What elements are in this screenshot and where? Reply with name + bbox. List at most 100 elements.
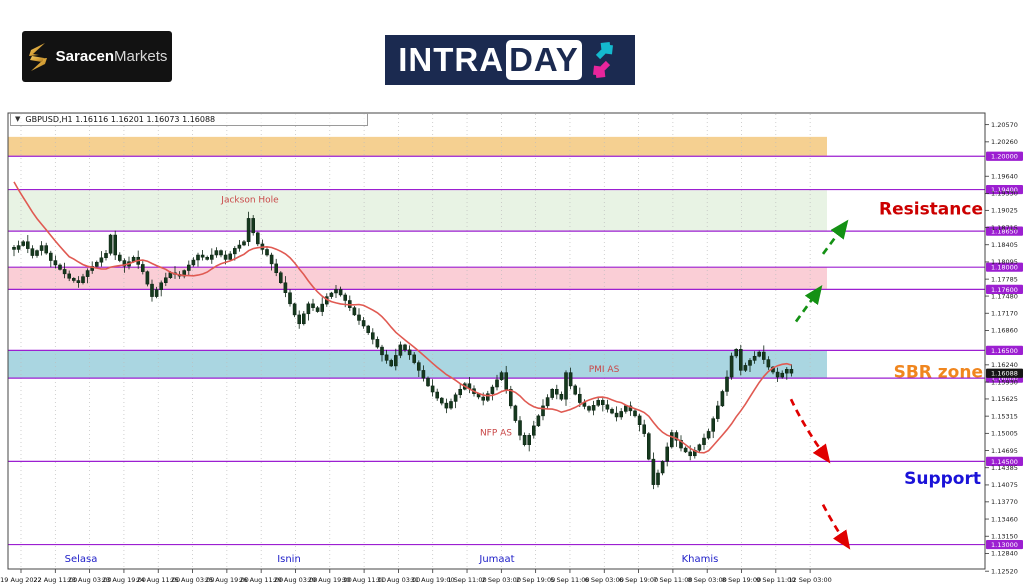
candle-body (435, 391, 439, 399)
candle-body (720, 391, 725, 407)
candle-body (518, 420, 522, 436)
candle-body (752, 355, 757, 361)
y-axis-label: 1.17480 (991, 292, 1018, 300)
candle-body (426, 377, 430, 387)
candle-body (338, 289, 343, 296)
x-axis-label: 25 Aug 19:00 (205, 576, 249, 584)
candle-body (743, 365, 748, 371)
candle-body (757, 351, 762, 357)
y-axis-label: 1.15930 (991, 378, 1018, 386)
candle-body (647, 433, 651, 460)
intraday-logo: INTRA DAY (385, 35, 635, 85)
x-axis-label: 6 Sep 03:00 (585, 576, 624, 584)
candle-body (578, 393, 582, 403)
candle-body (108, 234, 113, 254)
candle-body (145, 271, 150, 285)
x-axis-label: 31 Aug 03:00 (376, 576, 420, 584)
candle-body (711, 418, 716, 432)
candle-body (269, 254, 274, 265)
candle-body (274, 263, 278, 274)
candle-body (490, 386, 495, 394)
candle-body (76, 280, 81, 283)
candle-body (164, 277, 168, 283)
x-axis-label: 5 Sep 11:00 (550, 576, 589, 584)
candle-body (81, 276, 85, 283)
candle-body (527, 435, 532, 445)
y-axis-label: 1.13460 (991, 515, 1018, 523)
x-axis-label: 7 Sep 11:00 (653, 576, 692, 584)
candle-body (306, 303, 311, 315)
candle-body (706, 431, 711, 439)
symbol-dropdown-icon[interactable]: ▼ (15, 115, 21, 123)
candle-body (665, 446, 670, 462)
candle-body (200, 254, 205, 258)
candle-body (12, 246, 16, 250)
candle-body (610, 408, 614, 414)
candle-body (421, 370, 426, 379)
candle-body (697, 444, 702, 451)
candle-body (279, 272, 283, 283)
price-level-chip (986, 539, 1023, 550)
candle-body (168, 272, 173, 278)
candle-body (734, 349, 739, 357)
price-level-chip-label: 1.20000 (991, 153, 1018, 161)
x-axis-label: 26 Aug 11:00 (239, 576, 283, 584)
candle-body (394, 355, 398, 367)
candles-layer (12, 211, 794, 490)
saracen-word-bold: Saracen (55, 48, 115, 65)
y-axis-label: 1.12520 (991, 567, 1018, 575)
x-axis-label: 6 Sep 19:00 (619, 576, 658, 584)
candle-body (739, 349, 743, 371)
sbr-zone-label: SBR zone (894, 362, 983, 382)
candle-body (191, 259, 196, 266)
candle-body (775, 371, 780, 378)
price-level-chip-label: 1.18000 (991, 264, 1018, 272)
candle-body (729, 355, 734, 378)
candle-body (90, 266, 95, 271)
candle-body (39, 245, 44, 251)
y-axis-label: 1.14695 (991, 447, 1018, 455)
y-axis-label: 1.13770 (991, 498, 1018, 506)
y-axis-label: 1.12840 (991, 550, 1018, 558)
resistance-label: Resistance (879, 199, 983, 219)
y-axis-label: 1.13150 (991, 533, 1018, 541)
candle-body (637, 415, 642, 425)
candle-body (49, 252, 53, 261)
candle-body (288, 292, 292, 305)
y-axis-label: 1.20570 (991, 121, 1018, 129)
candle-body (371, 332, 375, 340)
candle-body (449, 401, 453, 409)
candle-body (499, 372, 504, 381)
candle-body (601, 400, 605, 406)
candle-body (283, 282, 288, 293)
candle-body (320, 303, 324, 312)
jackson-hole-label: Jackson Hole (220, 196, 279, 206)
candle-body (113, 234, 118, 256)
candle-body (555, 388, 559, 395)
candle-body (242, 241, 246, 246)
price-level-chip-label: 1.17600 (991, 286, 1018, 294)
candle-body (99, 257, 104, 263)
candle-body (85, 270, 90, 277)
candle-body (352, 307, 357, 316)
candle-body (453, 394, 458, 402)
candle-body (389, 360, 393, 367)
candle-body (702, 437, 706, 445)
day-label-isnin: Isnin (277, 554, 301, 565)
saracen-logo: SaracenMarkets (22, 31, 172, 82)
candle-body (334, 289, 338, 294)
candle-body (591, 405, 596, 411)
candle-body (357, 314, 361, 321)
candle-body (329, 292, 334, 297)
candle-body (228, 253, 232, 260)
candle-body (141, 264, 145, 272)
candle-body (251, 218, 255, 234)
candle-body (233, 248, 237, 255)
x-axis-label: 23 Aug 03:00 (68, 576, 112, 584)
candle-body (789, 369, 794, 374)
candle-body (237, 244, 242, 249)
candle-body (30, 248, 35, 256)
x-axis-label: 8 Sep 03:00 (688, 576, 727, 584)
day-label-selasa: Selasa (65, 554, 98, 565)
x-axis-label: 25 Aug 03:00 (171, 576, 215, 584)
